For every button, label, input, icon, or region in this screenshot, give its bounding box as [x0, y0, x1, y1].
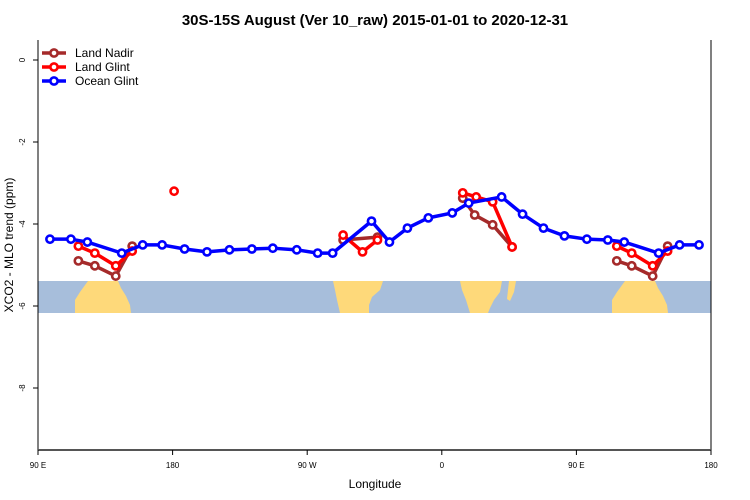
map-strip [38, 281, 711, 313]
land-south-america [333, 281, 383, 313]
legend-label: Land Glint [75, 60, 130, 74]
ocean-glint-point [674, 240, 685, 250]
ocean-glint-point [559, 230, 570, 241]
land-madagascar [507, 281, 516, 301]
ocean-glint-point [327, 248, 338, 259]
ocean-glint-point [179, 244, 190, 254]
ocean-glint-point [694, 240, 704, 250]
axes [37, 40, 712, 451]
ocean-glint-point [366, 216, 377, 227]
land-australia-repeat [612, 281, 668, 313]
legend-label: Land Nadir [75, 46, 134, 60]
legend-label: Ocean Glint [75, 74, 139, 88]
land-nadir-point [487, 219, 498, 230]
x-tick-label: 90 E [568, 461, 584, 470]
x-tick-label: 90 W [298, 461, 317, 470]
ocean-glint-point [463, 198, 474, 208]
series-land-glint [73, 186, 673, 271]
land-nadir-point [626, 260, 637, 271]
land-glint-point [73, 241, 84, 252]
ocean-glint-point [602, 235, 613, 245]
y-tick-label: -2 [18, 138, 27, 146]
y-axis-label: XCO2 - MLO trend (ppm) [2, 178, 16, 313]
land-glint-point [338, 230, 348, 240]
land-glint-point [457, 187, 468, 198]
ocean-glint-point [267, 243, 278, 254]
land-glint-point [626, 248, 637, 259]
land-nadir-point [469, 210, 480, 220]
y-tick-label: -8 [18, 384, 27, 392]
x-tick-label: 0 [440, 461, 445, 470]
ocean-glint-point [312, 248, 323, 259]
land-glint-line [616, 244, 669, 268]
land-glint-line [77, 244, 134, 268]
ocean-glint-point [157, 240, 168, 250]
land-nadir-line [77, 245, 134, 278]
ocean-glint-point [517, 209, 528, 220]
ocean-glint-point [291, 244, 302, 255]
chart-title: 30S-15S August (Ver 10_raw) 2015-01-01 t… [182, 12, 568, 29]
ocean-glint-point [619, 237, 630, 247]
ocean-glint-point [66, 234, 76, 245]
land-glint-point [372, 235, 383, 245]
land-glint-point [169, 186, 179, 197]
land-nadir-line [616, 245, 670, 278]
ocean-glint-point [202, 246, 212, 257]
ocean-glint-point [82, 237, 93, 247]
ocean-glint-point [224, 244, 235, 255]
land-glint-point [357, 246, 368, 257]
ocean-glint-point [384, 237, 395, 247]
legend-marker [49, 62, 59, 72]
ocean-glint-point [581, 234, 592, 245]
land-nadir-point [110, 271, 121, 281]
y-tick-label: -4 [18, 220, 27, 228]
ocean-glint-point [137, 240, 148, 250]
ocean-glint-point [496, 192, 507, 202]
ocean-glint-point [447, 208, 458, 218]
ocean-glint-point [402, 223, 413, 233]
land-nadir-point [611, 255, 622, 266]
x-tick-label: 180 [166, 461, 180, 470]
x-tick-label: 90 E [30, 461, 46, 470]
land-glint-point [647, 260, 658, 271]
land-nadir-point [89, 260, 100, 271]
land-australia [75, 281, 131, 313]
ocean-glint-point [116, 248, 127, 259]
ocean-glint-point [246, 244, 257, 254]
ocean-glint-point [538, 223, 549, 233]
land-glint-point [110, 260, 121, 271]
land-nadir-point [73, 255, 84, 266]
legend-marker [49, 48, 59, 58]
land-africa [460, 281, 502, 313]
land-glint-point [89, 248, 100, 259]
y-tick-label: -6 [18, 302, 27, 310]
y-tick-label: 0 [18, 57, 27, 62]
legend-marker [49, 76, 59, 86]
x-axis-label: Longitude [349, 477, 402, 491]
ocean-glint-point [653, 248, 664, 259]
series-ocean-glint [45, 192, 704, 259]
ocean-glint-point [45, 234, 55, 245]
land-glint-point [507, 242, 517, 252]
land-nadir-point [647, 271, 658, 281]
ocean-glint-point [423, 212, 434, 223]
x-tick-label: 180 [704, 461, 718, 470]
land-glint-point [611, 241, 622, 252]
